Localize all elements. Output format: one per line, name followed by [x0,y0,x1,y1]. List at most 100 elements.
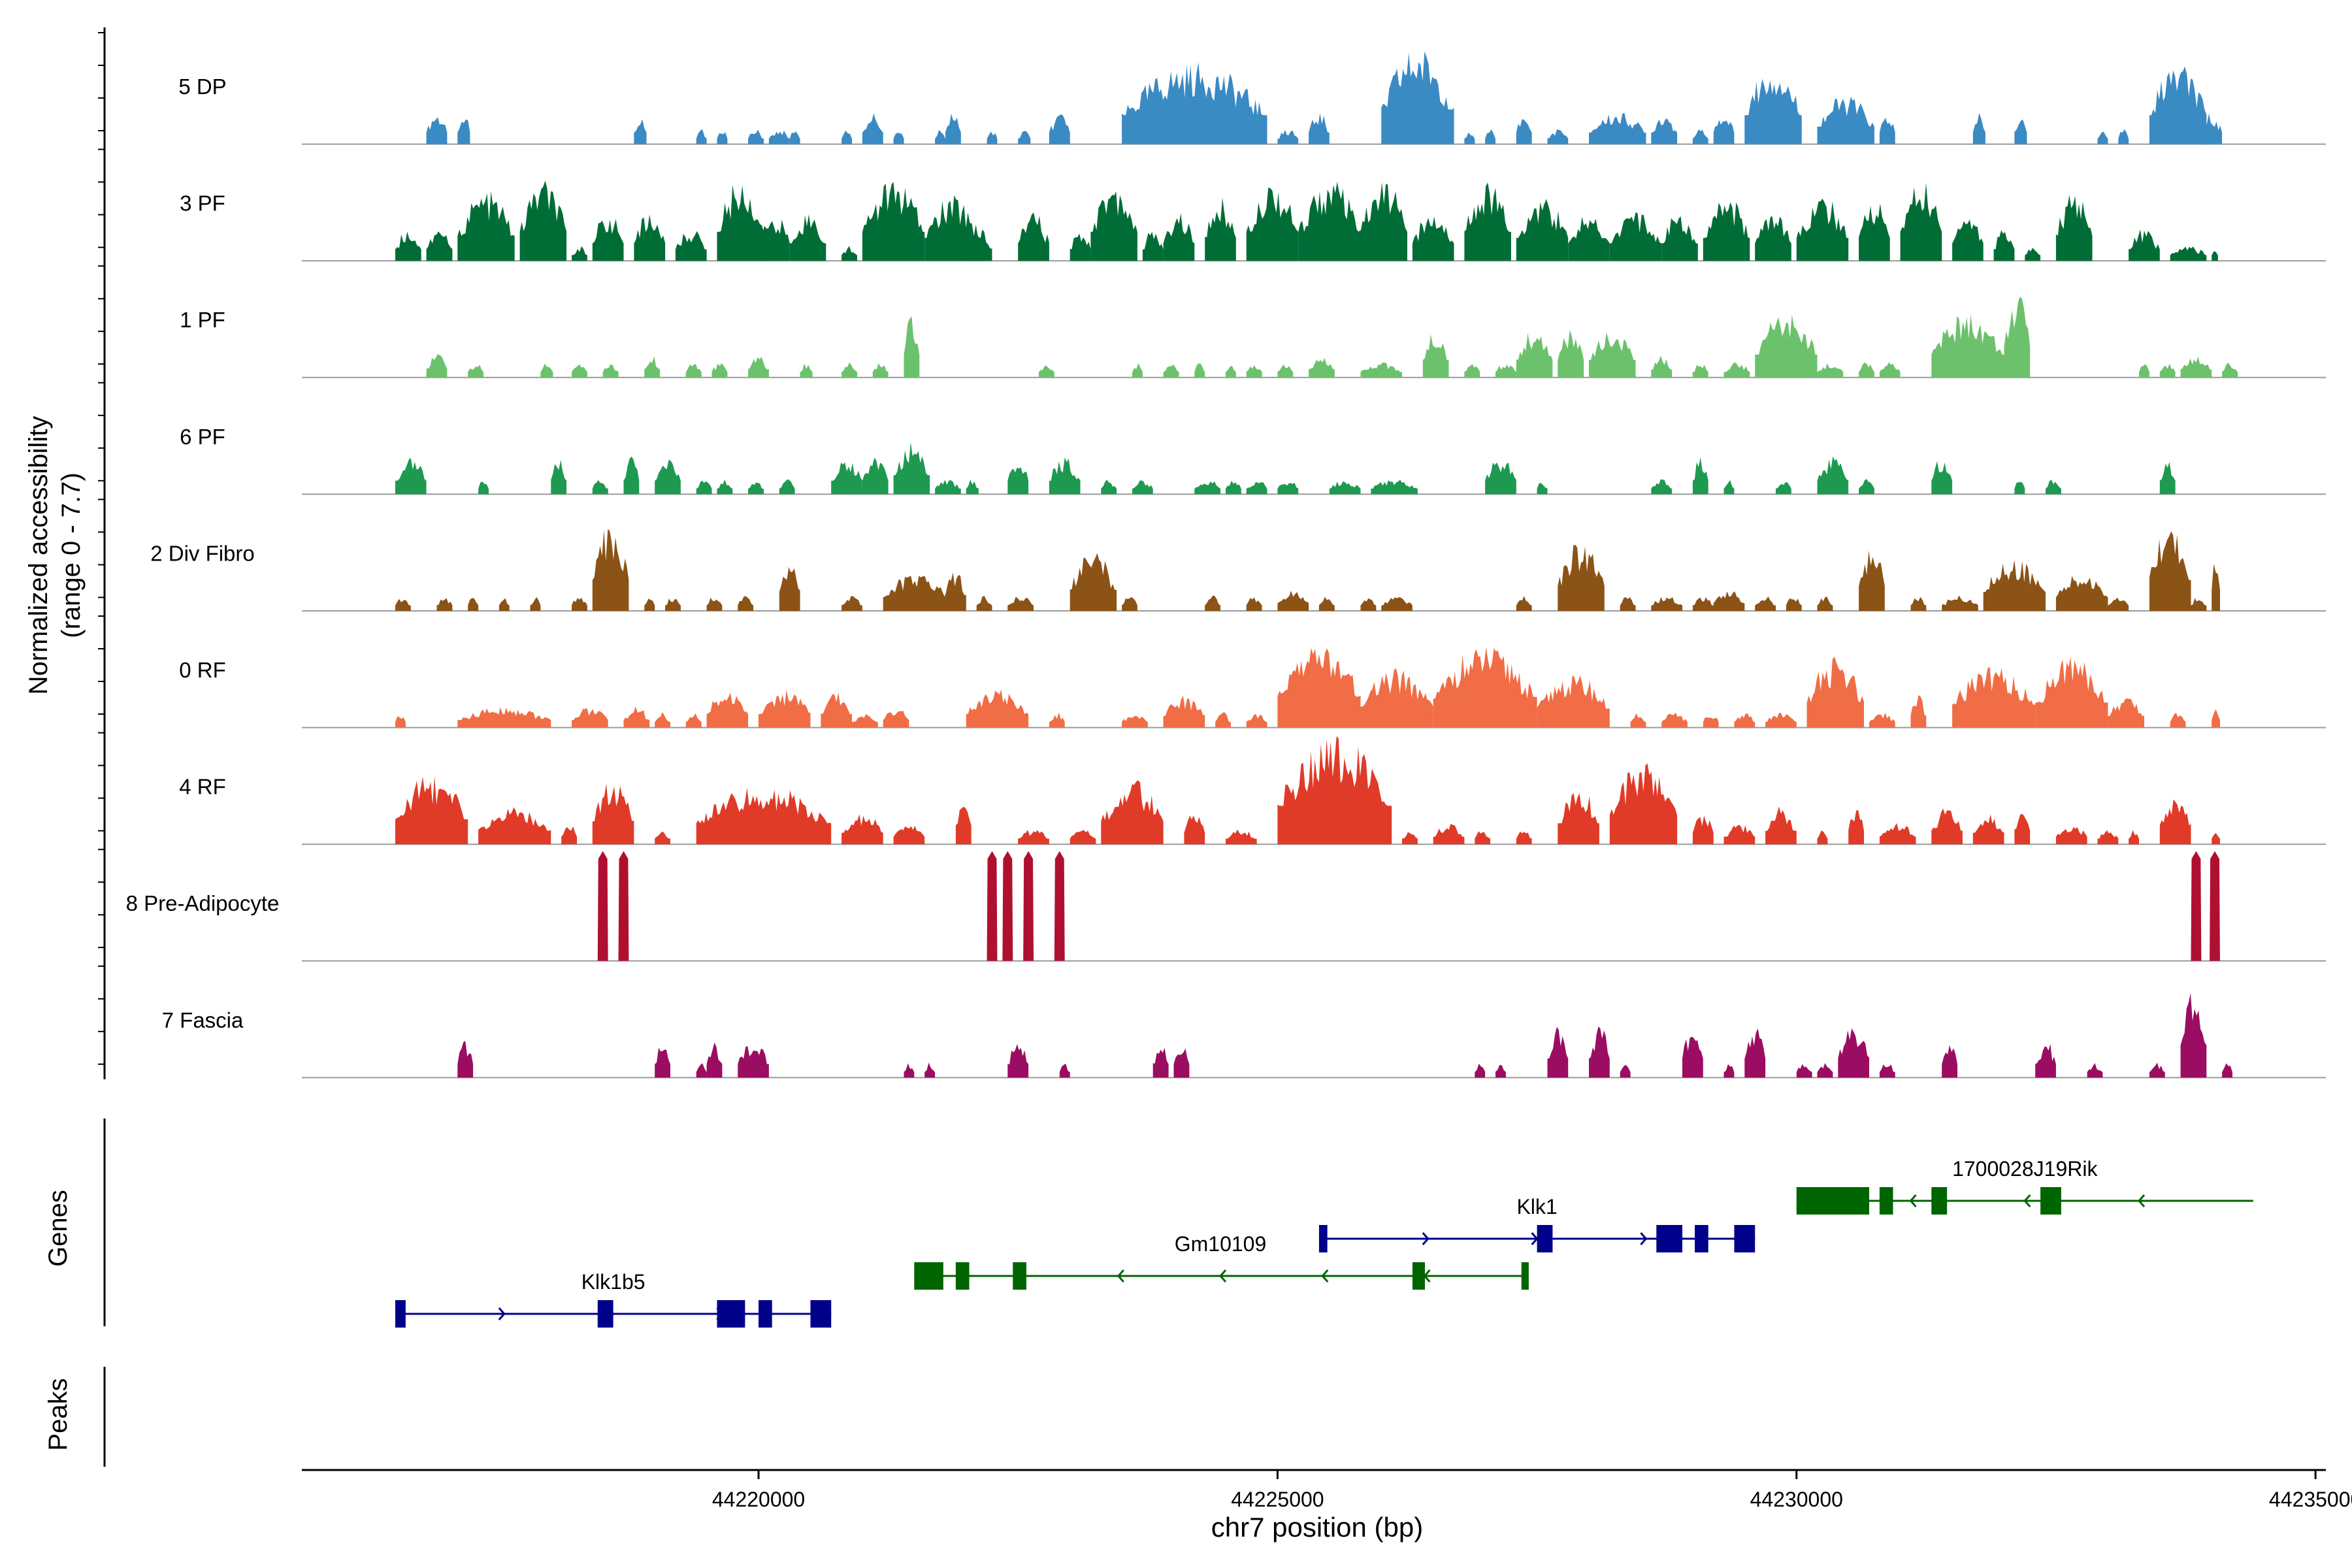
peaks-panel-label: Peaks [44,1378,73,1450]
peak [2035,1043,2056,1078]
peak [1433,647,1537,728]
peak [1609,212,1662,261]
peak [530,596,541,611]
peak [1298,182,1361,261]
peak [1806,657,1864,728]
peak [893,442,930,495]
peak [1277,736,1392,845]
peak [1630,713,1646,728]
peak [1558,329,1584,378]
track-label: 5 DP [178,74,226,99]
peak [1703,202,1750,261]
peak [468,365,483,378]
peak [623,706,650,728]
peak [623,456,640,495]
track-0-rf: 0 RF [179,647,2326,728]
peak [1723,480,1735,495]
peak [1132,480,1153,495]
peak [1869,712,1895,728]
peak [1910,695,1927,728]
peak [1018,131,1031,144]
peak [883,710,909,728]
peak [987,131,998,144]
exon [1931,1187,1948,1215]
gene-label: Klk1 [1516,1195,1557,1218]
peak [1246,482,1267,495]
peak [696,1063,707,1078]
peak [1360,668,1433,728]
exon [1879,1187,1893,1215]
peak [1723,825,1756,845]
peak [1495,1064,1506,1078]
peak [1931,314,2004,378]
exon [955,1262,970,1290]
peak [2180,356,2212,378]
gene-gm10109: Gm10109 [914,1232,1529,1290]
gene-klk1b5: Klk1b5 [395,1270,832,1328]
peak [592,529,629,611]
peak [711,363,728,378]
peak [1226,829,1257,845]
strand-arrow [1422,1232,1429,1245]
peak [1007,467,1029,495]
peak [2025,248,2041,261]
peak [634,214,666,261]
track-label: 0 RF [179,658,226,682]
peak [665,598,681,611]
peak [1744,1028,1766,1078]
peak [1589,1026,1610,1078]
peak [1070,553,1117,611]
peak [498,598,510,611]
peak [1859,203,1890,261]
peak [2212,832,2220,845]
peak [2046,480,2061,495]
gene-klk1: Klk1 [1318,1195,1756,1252]
peak [2139,364,2149,378]
peak [924,1062,936,1078]
coverage-tracks: 5 DP 3 PF 1 PF 6 PF 2 Div Fibro 0 RF 4 RF 8 Pre… [98,27,2326,1079]
peak [2170,712,2186,728]
peak [1002,851,1013,961]
peak [1070,233,1091,261]
exon [1695,1225,1708,1252]
peak [1402,832,1418,845]
peak [1246,187,1299,261]
exon [395,1300,406,1328]
exon [1412,1262,1425,1290]
peak [644,356,661,378]
peak [1983,560,2046,611]
peak [779,566,800,611]
peak [540,363,553,378]
peak [1558,545,1605,611]
peak [597,851,608,961]
gene-label: 1700028J19Rik [1952,1157,2098,1181]
peak [2191,851,2202,961]
peak [592,783,634,845]
gene-label: Gm10109 [1175,1232,1267,1256]
strand-arrow [1909,1194,1917,1207]
exon [2040,1187,2061,1215]
peak [1205,595,1220,611]
exon [1521,1262,1529,1290]
peak [717,480,733,495]
peak [841,814,883,845]
peak [1692,129,1708,144]
peak [1070,830,1096,845]
peak [2170,246,2207,261]
peak [1817,830,1828,845]
peak [426,117,448,144]
peak [1485,462,1516,495]
peak [1838,1028,1869,1078]
peak [883,576,951,611]
peak [1360,182,1407,261]
peak [966,480,979,495]
y-axis-label: Normalized accessibility [24,416,53,695]
x-tick-label: 44220000 [712,1488,805,1511]
peak [748,482,764,495]
track-4-rf: 4 RF [179,736,2326,845]
exon [810,1300,832,1328]
peak [1723,1064,1735,1078]
x-axis: 44220000 44225000 44230000 44235000 [302,1469,2352,1511]
peak [1765,713,1797,728]
peak [1360,362,1402,378]
